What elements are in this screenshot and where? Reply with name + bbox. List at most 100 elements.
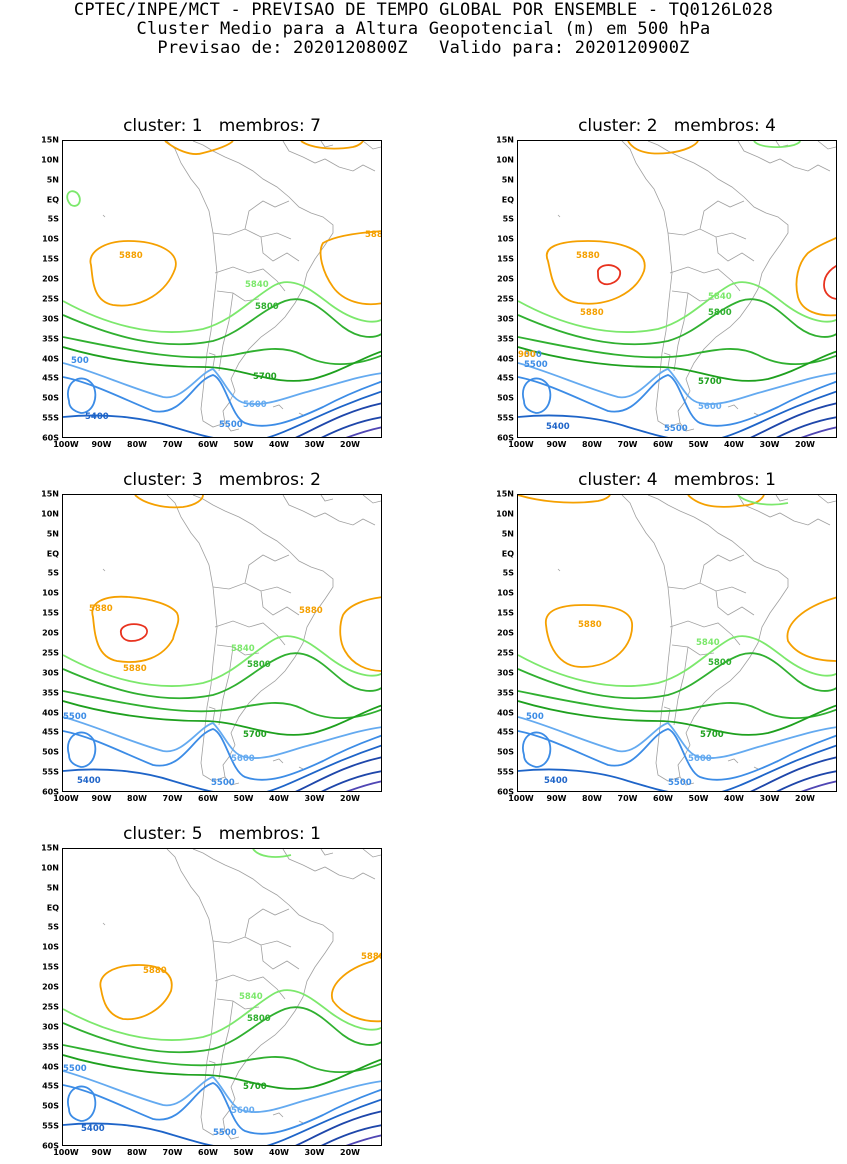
contour-label: 5880 bbox=[143, 966, 167, 976]
contour-label: 5500 bbox=[664, 424, 688, 434]
lon-tick-label: 90W bbox=[546, 440, 567, 449]
lon-tick-label: 80W bbox=[582, 440, 602, 449]
contour-high bbox=[99, 964, 173, 1021]
contour-label: 5800 bbox=[708, 658, 732, 668]
contour-extra3 bbox=[776, 416, 836, 437]
contour-label: 5400 bbox=[544, 776, 568, 786]
contour-label: 5400 bbox=[546, 422, 570, 432]
cluster-panel-4: cluster: 4 membros: 1 5880 5840 5800 5700 560… bbox=[496, 470, 847, 810]
contour-high bbox=[545, 240, 646, 305]
contour-high bbox=[300, 141, 364, 150]
lat-tick-label: 25S bbox=[42, 648, 59, 658]
coastline bbox=[727, 758, 739, 764]
coastline bbox=[667, 228, 747, 240]
lon-tick-label: 100W bbox=[53, 440, 79, 449]
contour-c5840 bbox=[518, 635, 836, 687]
contour-high bbox=[545, 604, 633, 668]
lat-tick-label: 5N bbox=[501, 529, 514, 539]
contour-lowA bbox=[67, 377, 97, 414]
lat-tick-label: 5S bbox=[47, 922, 59, 932]
lat-tick-label: 35S bbox=[497, 334, 514, 344]
lat-tick-label: 5N bbox=[501, 175, 514, 185]
contour-lowA bbox=[67, 1085, 97, 1122]
lon-tick-label: 100W bbox=[53, 1148, 79, 1157]
contour-label: 5500 bbox=[524, 360, 548, 370]
contour-extra2 bbox=[295, 402, 381, 437]
contour-c5800 bbox=[63, 652, 381, 700]
contour-svg: 5880 5880 5840 5800 5700 5600 500 5500 5400 bbox=[63, 141, 381, 437]
coastline bbox=[673, 292, 689, 372]
contour-label: 5800 bbox=[247, 1014, 271, 1024]
contour-high bbox=[753, 141, 801, 148]
contour-c5500 bbox=[63, 728, 381, 781]
lon-tick-label: 90W bbox=[546, 794, 567, 803]
lat-tick-label: 25S bbox=[497, 648, 514, 658]
contour-svg: 5880 5880 5880 5840 5800 5700 5600 5500 5500 5400 bbox=[63, 495, 381, 791]
contour-c5700 bbox=[63, 700, 381, 736]
contour-lowA bbox=[522, 377, 552, 414]
contour-extra3 bbox=[321, 1124, 381, 1145]
contour-label: 5840 bbox=[245, 280, 269, 290]
contour-c5840 bbox=[63, 281, 381, 333]
contour-label: 500 bbox=[71, 356, 89, 366]
coastline bbox=[166, 141, 334, 428]
lon-tick-label: 70W bbox=[162, 794, 183, 803]
lon-tick-label: 70W bbox=[162, 440, 183, 449]
contour-c5400 bbox=[63, 414, 214, 437]
coastline bbox=[298, 1120, 304, 1124]
coastline bbox=[244, 200, 290, 230]
coastline bbox=[621, 495, 789, 782]
lat-tick-label: 5N bbox=[46, 883, 59, 893]
contour-high bbox=[164, 141, 234, 155]
coastline bbox=[362, 495, 381, 504]
lon-tick-label: 50W bbox=[233, 440, 254, 449]
lon-tick-label: 80W bbox=[127, 1148, 147, 1157]
contour-high bbox=[330, 953, 381, 1023]
lat-tick-label: 25S bbox=[42, 294, 59, 304]
coastline bbox=[715, 236, 755, 262]
contour-c5800 bbox=[518, 298, 836, 346]
lat-tick-label: 25S bbox=[42, 1002, 59, 1012]
lon-tick-label: 60W bbox=[198, 1148, 218, 1157]
contour-c5700 bbox=[63, 346, 381, 382]
geopotential-map: 5880 5880 5880 5840 5800 5700 5600 5500 5500 5400 bbox=[62, 494, 382, 792]
lon-tick-label: 70W bbox=[617, 794, 638, 803]
coastline bbox=[621, 141, 789, 428]
lon-tick-label: 70W bbox=[617, 440, 638, 449]
lat-tick-label: 5S bbox=[502, 214, 514, 224]
contour-c5500 bbox=[518, 374, 836, 427]
coastline bbox=[663, 352, 671, 368]
contour-label: 5840 bbox=[231, 644, 255, 654]
contour-c5700 bbox=[518, 346, 836, 382]
lat-tick-label: 20S bbox=[42, 628, 59, 638]
contour-label: 5880 bbox=[119, 251, 143, 261]
contour-c5700 bbox=[518, 700, 836, 736]
cluster-panel-1: cluster: 1 membros: 7 5880 5880 5840 5800 570… bbox=[41, 116, 392, 456]
lat-tick-label: 20S bbox=[42, 982, 59, 992]
lon-tick-label: 50W bbox=[233, 1148, 254, 1157]
contour-extra3 bbox=[321, 416, 381, 437]
coastline bbox=[166, 849, 334, 1136]
lon-tick-label: 20W bbox=[340, 794, 360, 803]
lon-tick-label: 50W bbox=[688, 440, 709, 449]
lat-tick-label: 30S bbox=[42, 668, 59, 678]
contour-label: 5500 bbox=[63, 712, 87, 722]
lon-tick-label: 100W bbox=[508, 440, 534, 449]
contour-extra2 bbox=[750, 756, 836, 791]
contour-label: 5600 bbox=[231, 754, 255, 764]
lon-tick-label: 60W bbox=[198, 794, 218, 803]
lat-tick-label: 55S bbox=[497, 767, 514, 777]
contour-extra4 bbox=[345, 426, 381, 437]
contour-c5800 bbox=[518, 652, 836, 700]
lat-tick-label: 45S bbox=[42, 1081, 59, 1091]
contour-c5400 bbox=[63, 1122, 214, 1145]
lat-tick-label: 60S bbox=[497, 787, 514, 797]
contour-extra1 bbox=[266, 1098, 381, 1145]
lon-tick-label: 50W bbox=[233, 794, 254, 803]
lat-tick-label: 50S bbox=[42, 393, 59, 403]
lat-tick-label: 30S bbox=[42, 314, 59, 324]
coastline bbox=[208, 706, 216, 722]
contour-high bbox=[597, 264, 621, 286]
coastline bbox=[737, 141, 831, 172]
coastline bbox=[715, 590, 755, 616]
